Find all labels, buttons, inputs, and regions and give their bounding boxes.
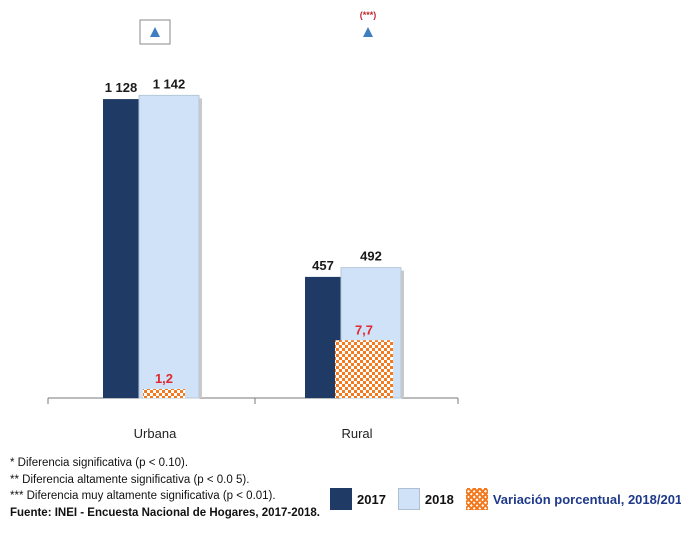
legend-swatch-2017	[330, 488, 352, 510]
legend-label-2018: 2018	[424, 491, 454, 507]
footnote-significant: * Diferencia significativa (p < 0.10).	[10, 457, 189, 469]
footnote-highly-significant: ** Diferencia altamente significativa (p…	[10, 473, 250, 486]
footnotes: * Diferencia significativa (p < 0.10). *…	[10, 455, 320, 521]
data-label-rural-2018: 492	[360, 249, 382, 264]
legend: 2017 2018 Variación porcentual, 2018/201…	[330, 488, 681, 510]
significance-triangle-up-icon-urbana	[150, 27, 160, 37]
significance-triangle-up-icon-rural	[363, 27, 373, 37]
legend-swatch-variation	[465, 488, 488, 510]
legend-swatch-2018	[397, 488, 420, 510]
variation-bar-rural	[335, 340, 393, 398]
legend-item-2017: 2017	[330, 488, 386, 510]
legend-label-2017: 2017	[357, 491, 386, 507]
data-label-urbana-2017: 1 128	[105, 80, 138, 95]
legend-label-variation: Variación porcentual, 2018/2017	[492, 491, 681, 507]
data-label-urbana-2018: 1 142	[153, 76, 186, 91]
legend-item-2018: 2018	[397, 488, 454, 510]
variation-label-rural: 7,7	[355, 322, 373, 337]
data-label-rural-2017: 457	[312, 258, 334, 273]
category-label-rural: Rural	[341, 426, 372, 441]
bar-urbana-2017	[103, 99, 139, 398]
variation-bar-urbana	[143, 389, 185, 398]
bar-urbana-2018	[138, 94, 200, 399]
source-note: Fuente: INEI - Encuesta Nacional de Hoga…	[10, 506, 320, 519]
variation-label-urbana: 1,2	[155, 371, 173, 386]
significance-mark-rural: (***)	[360, 10, 377, 20]
category-label-urbana: Urbana	[134, 426, 177, 441]
bar-chart: 1 128 1 142 1,2 Urbana 457 492 7,7 Rural (***)	[47, 10, 459, 441]
footnote-very-highly-significant: *** Diferencia muy altamente significati…	[10, 490, 276, 502]
legend-item-variation: Variación porcentual, 2018/2017	[465, 488, 681, 510]
